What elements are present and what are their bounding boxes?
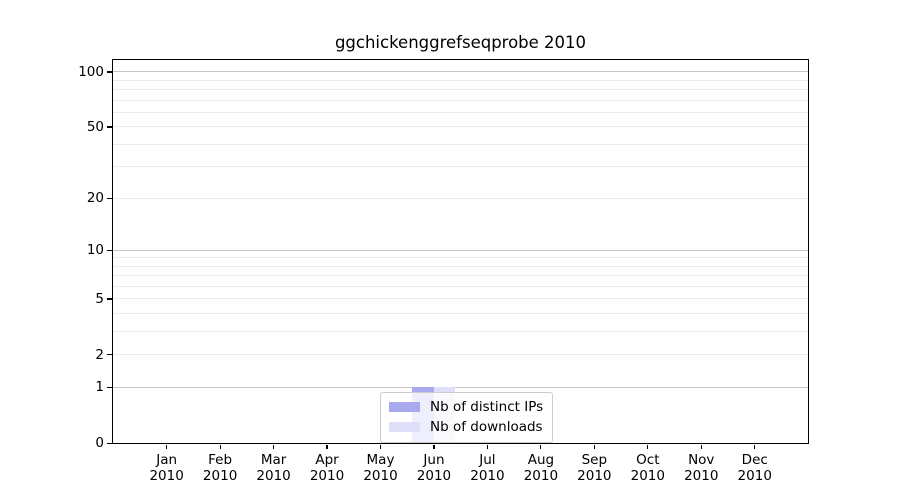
x-tick-label-feb-2010: Feb 2010 <box>202 452 238 484</box>
gridline-minor-5 <box>113 298 808 300</box>
gridline-minor-7 <box>113 275 808 277</box>
y-tick-label-0: 0 <box>95 435 104 452</box>
gridline-minor-70 <box>113 99 808 101</box>
x-tick-mark-nov-2010 <box>700 444 702 449</box>
x-tick-mark-mar-2010 <box>272 444 275 449</box>
legend-item-distinct-ips: Nb of distinct IPs <box>389 398 543 416</box>
plot-area: Nb of distinct IPs Nb of downloads <box>112 59 809 444</box>
x-tick-mark-jun-2010 <box>433 444 435 449</box>
gridline-minor-50 <box>113 126 808 128</box>
gridline-minor-2 <box>113 354 808 356</box>
gridline-minor-6 <box>113 285 808 287</box>
y-tick-label-2: 2 <box>95 346 104 363</box>
gridline-minor-60 <box>113 111 808 113</box>
gridline-minor-3 <box>113 331 808 332</box>
x-tick-label-jan-2010: Jan 2010 <box>149 452 184 484</box>
x-tick-mark-jan-2010 <box>166 444 168 449</box>
y-tick-label-100: 100 <box>78 64 104 81</box>
gridline-minor-90 <box>113 79 808 81</box>
x-tick-label-dec-2010: Dec 2010 <box>737 452 772 484</box>
gridline-minor-80 <box>113 89 808 91</box>
x-tick-label-oct-2010: Oct 2010 <box>630 452 665 484</box>
x-tick-label-aug-2010: Aug 2010 <box>523 452 559 484</box>
x-tick-mark-aug-2010 <box>540 444 542 449</box>
x-tick-label-apr-2010: Apr 2010 <box>309 452 345 484</box>
legend-label-distinct-ips: Nb of distinct IPs <box>430 399 544 415</box>
gridline-minor-40 <box>113 143 808 145</box>
y-tick-label-20: 20 <box>86 190 104 207</box>
x-tick-mark-jul-2010 <box>486 444 489 449</box>
x-tick-label-jul-2010: Jul 2010 <box>470 452 505 484</box>
gridline-major-1 <box>113 386 808 388</box>
legend-swatch-downloads <box>389 422 420 432</box>
x-tick-label-sep-2010: Sep 2010 <box>577 452 612 484</box>
gridline-minor-30 <box>113 166 808 168</box>
gridline-major-100 <box>113 71 808 73</box>
y-tick-label-50: 50 <box>86 118 104 135</box>
x-tick-mark-apr-2010 <box>326 444 328 449</box>
legend-swatch-distinct-ips <box>389 402 420 412</box>
legend-label-downloads: Nb of downloads <box>430 419 543 435</box>
x-tick-label-nov-2010: Nov 2010 <box>684 452 719 484</box>
x-tick-label-may-2010: May 2010 <box>363 452 398 484</box>
x-tick-mark-may-2010 <box>379 444 382 449</box>
x-tick-mark-sep-2010 <box>593 444 595 449</box>
x-tick-mark-oct-2010 <box>647 444 649 449</box>
x-tick-label-jun-2010: Jun 2010 <box>416 452 452 484</box>
x-tick-label-mar-2010: Mar 2010 <box>256 452 291 484</box>
gridline-minor-8 <box>113 265 808 267</box>
gridline-minor-4 <box>113 313 808 315</box>
y-tick-label-1: 1 <box>95 379 104 396</box>
y-tick-label-5: 5 <box>95 291 104 308</box>
x-tick-mark-feb-2010 <box>219 444 221 449</box>
y-tick-label-10: 10 <box>86 242 104 259</box>
legend: Nb of distinct IPs Nb of downloads <box>380 392 554 443</box>
gridline-minor-9 <box>113 257 808 259</box>
legend-item-downloads: Nb of downloads <box>389 418 543 436</box>
chart-title: ggchickenggrefseqprobe 2010 <box>334 33 587 52</box>
gridline-major-10 <box>113 249 808 251</box>
x-tick-mark-dec-2010 <box>754 444 756 449</box>
gridline-minor-20 <box>113 197 808 199</box>
